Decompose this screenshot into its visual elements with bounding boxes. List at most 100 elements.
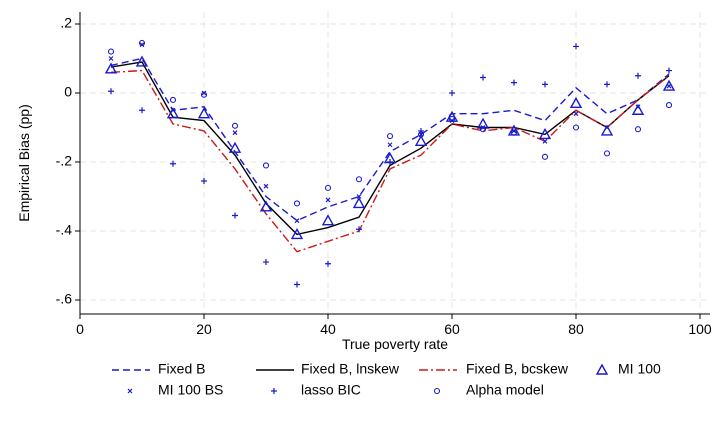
series-fixed-b-lnskew xyxy=(110,61,670,236)
x-tick-label: 20 xyxy=(196,321,212,337)
legend-item-fixed-b: Fixed B xyxy=(112,361,205,377)
point-lasso-bic xyxy=(170,160,176,167)
point-alpha-model xyxy=(293,200,301,207)
series-fixed-b-bcskew xyxy=(110,69,670,253)
point-alpha-model xyxy=(262,162,270,169)
point-mi-100 xyxy=(104,62,118,74)
legend-label: Alpha model xyxy=(466,382,544,398)
point-lasso-bic xyxy=(449,90,455,96)
point-mi-100 xyxy=(197,107,211,119)
legend-swatch xyxy=(127,388,133,394)
y-tick-label: -.4 xyxy=(56,222,73,238)
point-alpha-model xyxy=(634,126,642,133)
legend-item-fixed-b-lnskew: Fixed B, lnskew xyxy=(256,361,400,377)
legend-swatch xyxy=(595,363,609,375)
legend: Fixed B Fixed B, lnskew Fixed B, bcskew MI … xyxy=(112,361,661,398)
y-tick-label: .2 xyxy=(60,15,72,31)
point-lasso-bic xyxy=(356,226,362,233)
y-tick-label: 0 xyxy=(64,84,72,100)
legend-label: Fixed B, bcskew xyxy=(466,361,569,377)
point-lasso-bic xyxy=(139,107,145,114)
legend-label: lasso BIC xyxy=(301,382,361,398)
legend-label: MI 100 BS xyxy=(158,382,223,398)
point-mi-100-bs xyxy=(480,125,486,130)
point-mi-100-bs xyxy=(542,138,548,144)
point-alpha-model xyxy=(169,96,177,103)
point-mi-100-bs xyxy=(294,218,300,224)
legend-swatch xyxy=(271,388,277,394)
point-lasso-bic xyxy=(635,72,641,79)
series-fixed-b xyxy=(110,57,670,222)
point-alpha-model xyxy=(386,133,394,140)
series-mi-100 xyxy=(104,55,676,240)
point-mi-100 xyxy=(259,200,273,212)
legend-item-fixed-b-bcskew: Fixed B, bcskew xyxy=(419,361,569,377)
point-mi-100 xyxy=(538,127,552,140)
point-mi-100 xyxy=(662,79,676,91)
point-lasso-bic xyxy=(604,81,610,88)
tick-labels: .20-.2-.4-.60 20 40 60 80 100 xyxy=(56,15,712,337)
x-tick-label: 80 xyxy=(568,321,584,337)
point-alpha-model xyxy=(200,91,208,98)
legend-item-mi-100-bs: MI 100 BS xyxy=(127,382,223,398)
point-mi-100-bs xyxy=(201,90,207,96)
x-tick-label: 100 xyxy=(688,321,712,337)
legend-label: Fixed B, lnskew xyxy=(301,361,400,377)
legend-item-lasso-bic: lasso BIC xyxy=(271,382,361,398)
point-mi-100 xyxy=(166,107,180,119)
point-mi-100 xyxy=(321,214,335,226)
point-alpha-model xyxy=(324,184,332,191)
line-fixed-b xyxy=(110,57,670,222)
y-tick-label: -.2 xyxy=(56,153,73,169)
series-alpha-model xyxy=(107,39,673,207)
point-lasso-bic xyxy=(294,281,300,288)
point-lasso-bic xyxy=(263,259,269,266)
point-alpha-model xyxy=(107,48,115,55)
x-tick-label: 40 xyxy=(320,321,336,337)
point-lasso-bic xyxy=(573,43,579,50)
point-mi-100-bs xyxy=(604,125,610,130)
point-lasso-bic xyxy=(387,159,393,165)
point-lasso-bic xyxy=(480,74,486,81)
point-alpha-model xyxy=(448,115,456,122)
point-lasso-bic xyxy=(511,79,517,86)
x-tick-label: 60 xyxy=(444,321,460,337)
point-lasso-bic xyxy=(666,67,672,74)
x-axis-label: True poverty rate xyxy=(342,336,448,352)
point-mi-100 xyxy=(352,196,366,209)
point-alpha-model xyxy=(603,150,611,157)
y-tick-label: -.6 xyxy=(56,291,73,307)
y-axis-label: Empirical Bias (pp) xyxy=(16,104,32,221)
point-alpha-model xyxy=(572,124,580,131)
legend-item-mi-100: MI 100 xyxy=(595,361,661,377)
point-lasso-bic xyxy=(201,177,207,184)
point-lasso-bic xyxy=(108,88,114,95)
point-mi-100 xyxy=(631,103,645,115)
point-mi-100-bs xyxy=(170,107,176,113)
series-lasso-bic xyxy=(108,43,672,288)
point-mi-100 xyxy=(600,124,614,136)
point-lasso-bic xyxy=(542,81,548,88)
point-mi-100-bs xyxy=(139,42,145,48)
point-mi-100-bs xyxy=(232,130,238,136)
point-alpha-model xyxy=(510,129,518,136)
point-mi-100-bs xyxy=(449,118,455,124)
point-alpha-model xyxy=(541,153,549,160)
point-mi-100-bs xyxy=(356,194,362,199)
legend-label: Fixed B xyxy=(158,361,205,377)
point-lasso-bic xyxy=(325,260,331,267)
point-mi-100 xyxy=(135,55,149,67)
point-alpha-model xyxy=(138,39,146,47)
point-alpha-model xyxy=(231,122,239,129)
point-mi-100 xyxy=(569,96,583,109)
line-fixed-b-lnskew xyxy=(110,61,670,236)
point-mi-100-bs xyxy=(635,104,641,110)
legend-swatch xyxy=(433,387,441,395)
legend-label: MI 100 xyxy=(618,361,661,377)
point-mi-100-bs xyxy=(418,131,424,137)
point-mi-100-bs xyxy=(573,111,579,117)
point-alpha-model xyxy=(665,102,673,109)
point-lasso-bic xyxy=(418,127,424,134)
point-mi-100 xyxy=(290,228,304,240)
